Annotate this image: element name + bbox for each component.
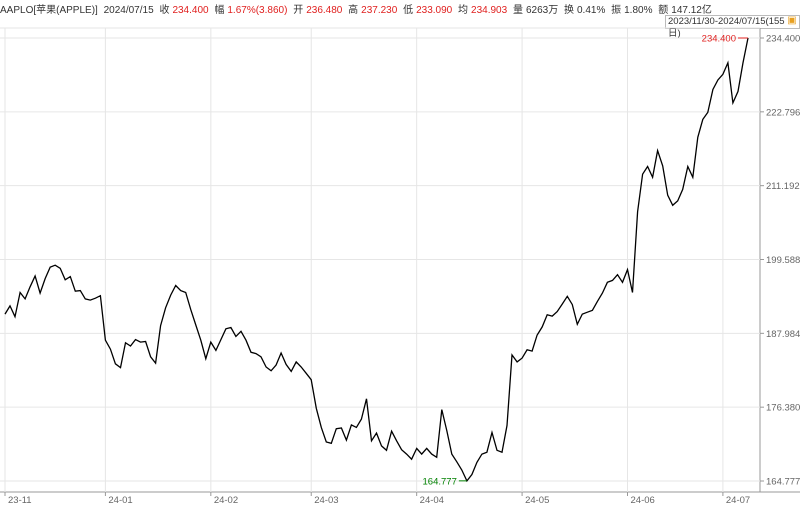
grid-lines — [0, 27, 800, 493]
lock-icon[interactable]: ▣ — [787, 15, 797, 26]
volume-label: 量 — [512, 5, 523, 16]
volume-value: 6263万 — [525, 5, 559, 16]
change-label: 幅 — [214, 5, 225, 16]
x-tick-label: 24-07 — [726, 495, 750, 506]
amount-label: 额 — [658, 5, 669, 16]
x-tick-label: 24-03 — [314, 495, 338, 506]
open-value: 236.480 — [306, 5, 343, 16]
y-tick-label: 211.192 — [766, 181, 800, 192]
amplitude-label: 振 — [611, 5, 622, 16]
x-tick-label: 24-04 — [420, 495, 444, 506]
avg-value: 234.903 — [471, 5, 508, 16]
max-value-label: 234.400 — [702, 34, 736, 45]
x-tick-label: 24-02 — [214, 495, 238, 506]
x-axis: 23-11 24-01 24-02 24-03 24-04 24-05 24-06 24-07 — [4, 492, 750, 506]
x-tick-label: 24-06 — [631, 495, 655, 506]
y-tick-label: 222.796 — [766, 107, 800, 118]
avg-label: 均 — [458, 5, 469, 16]
x-tick-label: 24-01 — [108, 495, 132, 506]
high-label: 高 — [348, 5, 359, 16]
low-value: 233.090 — [416, 5, 453, 16]
turnover-value: 0.41% — [576, 5, 606, 16]
change-value: 1.67%(3.860) — [227, 5, 288, 16]
y-tick-label: 234.400 — [766, 34, 800, 45]
y-tick-label: 187.984 — [766, 329, 800, 340]
close-value: 234.400 — [172, 5, 209, 16]
min-value-label: 164.777 — [423, 476, 457, 487]
quote-date: 2024/07/15 — [103, 5, 154, 16]
y-tick-label: 176.380 — [766, 403, 800, 414]
amplitude-value: 1.80% — [624, 5, 653, 16]
symbol-name: AAPLO[苹果(APPLE)] — [0, 5, 98, 16]
x-tick-label: 24-05 — [525, 495, 549, 506]
low-label: 低 — [403, 5, 414, 16]
high-value: 237.230 — [361, 5, 398, 16]
quote-info-bar: AAPLO[苹果(APPLE)] 2024/07/15 收 234.400 幅 1.… — [0, 4, 760, 18]
y-tick-label: 199.588 — [766, 255, 800, 266]
plot-area: 234.400 164.777 — [4, 34, 749, 487]
open-label: 开 — [293, 5, 304, 16]
price-series-line — [4, 37, 749, 483]
y-axis: 164.777 176.380 187.984 199.588 211.192 222.7… — [760, 34, 800, 488]
close-label: 收 — [159, 5, 170, 16]
x-tick-label: 23-11 — [8, 495, 32, 506]
turnover-label: 换 — [563, 5, 574, 16]
y-tick-label: 164.777 — [766, 477, 800, 488]
amount-value: 147.12亿 — [671, 5, 712, 16]
